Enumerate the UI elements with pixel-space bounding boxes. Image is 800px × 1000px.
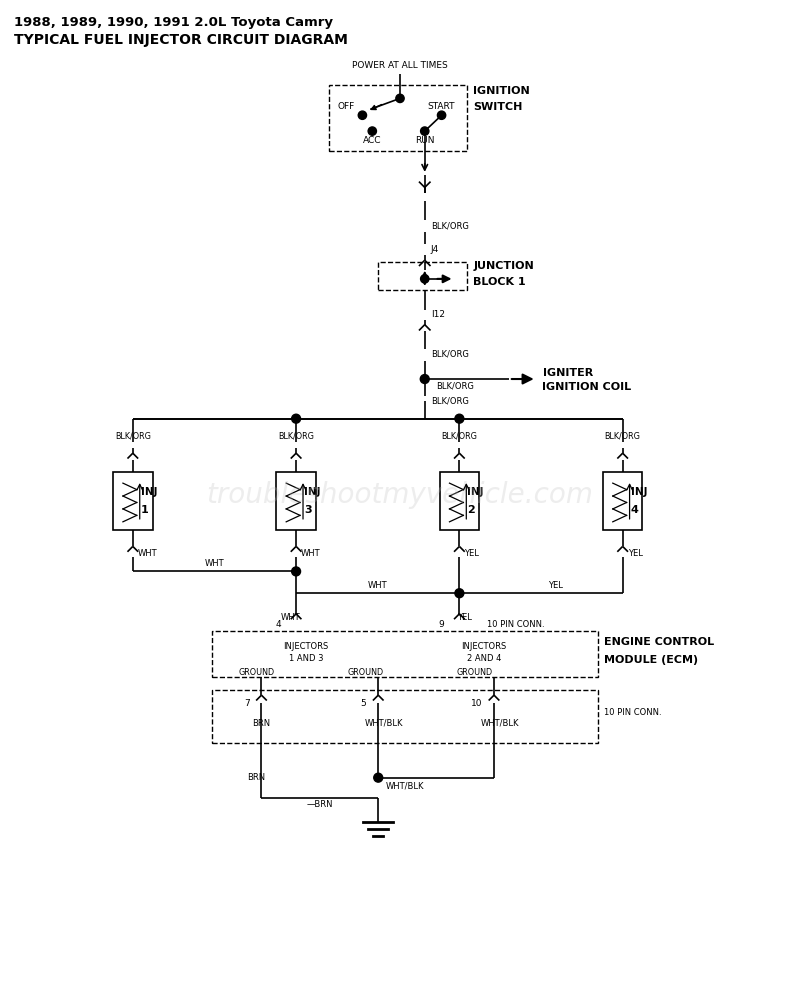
Text: BLK/ORG: BLK/ORG — [430, 396, 469, 405]
Text: 3: 3 — [304, 505, 312, 515]
Text: INJ: INJ — [141, 487, 158, 497]
Text: MODULE (ECM): MODULE (ECM) — [604, 655, 698, 665]
Text: INJECTORS: INJECTORS — [462, 642, 506, 651]
Text: IGNITION COIL: IGNITION COIL — [542, 382, 632, 392]
Bar — [113, 472, 153, 530]
Text: INJ: INJ — [467, 487, 484, 497]
Text: 1: 1 — [141, 505, 149, 515]
Circle shape — [358, 111, 366, 119]
Text: troubleshootmyvehicle.com: troubleshootmyvehicle.com — [206, 481, 594, 509]
Text: 1 AND 3: 1 AND 3 — [289, 654, 323, 663]
Bar — [276, 472, 316, 530]
Bar — [439, 472, 479, 530]
Text: TYPICAL FUEL INJECTOR CIRCUIT DIAGRAM: TYPICAL FUEL INJECTOR CIRCUIT DIAGRAM — [14, 33, 348, 47]
Text: GROUND: GROUND — [238, 668, 274, 677]
Bar — [212, 690, 598, 743]
Text: OFF: OFF — [338, 102, 355, 111]
Circle shape — [421, 127, 429, 135]
Text: BLK/ORG: BLK/ORG — [442, 431, 478, 440]
Text: 7: 7 — [244, 699, 250, 708]
Circle shape — [292, 567, 301, 576]
Text: 2 AND 4: 2 AND 4 — [467, 654, 502, 663]
Text: BLK/ORG: BLK/ORG — [437, 381, 474, 390]
Text: BLK/ORG: BLK/ORG — [605, 431, 641, 440]
Text: WHT/BLK: WHT/BLK — [481, 719, 519, 728]
Text: JUNCTION: JUNCTION — [474, 261, 534, 271]
Circle shape — [374, 773, 382, 782]
Circle shape — [438, 111, 446, 119]
Text: POWER AT ALL TIMES: POWER AT ALL TIMES — [352, 61, 448, 70]
Text: BLK/ORG: BLK/ORG — [430, 350, 469, 359]
Text: 5: 5 — [361, 699, 366, 708]
Text: 4: 4 — [630, 505, 638, 515]
Text: ACC: ACC — [363, 136, 382, 145]
Text: RUN: RUN — [415, 136, 434, 145]
Text: BRN: BRN — [252, 719, 270, 728]
Circle shape — [368, 127, 377, 135]
Circle shape — [420, 375, 429, 383]
Bar — [603, 472, 642, 530]
Text: YEL: YEL — [457, 613, 472, 622]
Text: J4: J4 — [430, 245, 439, 254]
Text: WHT: WHT — [138, 549, 158, 558]
Text: WHT: WHT — [280, 613, 300, 622]
Text: BLOCK 1: BLOCK 1 — [474, 277, 526, 287]
Text: INJ: INJ — [630, 487, 647, 497]
Text: BLK/ORG: BLK/ORG — [278, 431, 314, 440]
Text: 9: 9 — [438, 620, 445, 629]
Text: ENGINE CONTROL: ENGINE CONTROL — [604, 637, 714, 647]
Text: BLK/ORG: BLK/ORG — [115, 431, 150, 440]
Text: I12: I12 — [430, 310, 445, 319]
Text: IGNITER: IGNITER — [542, 368, 593, 378]
Bar — [212, 631, 598, 677]
Text: 2: 2 — [467, 505, 475, 515]
Text: YEL: YEL — [628, 549, 642, 558]
Text: IGNITION: IGNITION — [474, 86, 530, 96]
Text: GROUND: GROUND — [347, 668, 383, 677]
Text: WHT: WHT — [301, 549, 321, 558]
Text: WHT: WHT — [205, 559, 224, 568]
Text: START: START — [428, 102, 455, 111]
Circle shape — [396, 94, 404, 103]
Text: 10 PIN CONN.: 10 PIN CONN. — [487, 620, 545, 629]
Text: YEL: YEL — [464, 549, 479, 558]
Text: —BRN: —BRN — [306, 800, 333, 809]
Text: YEL: YEL — [549, 581, 563, 590]
Text: WHT/BLK: WHT/BLK — [365, 719, 403, 728]
Text: 10 PIN CONN.: 10 PIN CONN. — [604, 708, 662, 717]
Text: WHT: WHT — [368, 581, 387, 590]
Text: INJ: INJ — [304, 487, 321, 497]
Text: 4: 4 — [276, 620, 282, 629]
Text: SWITCH: SWITCH — [474, 102, 522, 112]
Text: BRN: BRN — [247, 773, 266, 782]
Circle shape — [421, 275, 429, 283]
Circle shape — [292, 414, 301, 423]
Circle shape — [455, 414, 464, 423]
Text: WHT/BLK: WHT/BLK — [386, 781, 425, 790]
Text: BLK/ORG: BLK/ORG — [430, 222, 469, 231]
Text: 1988, 1989, 1990, 1991 2.0L Toyota Camry: 1988, 1989, 1990, 1991 2.0L Toyota Camry — [14, 16, 333, 29]
Bar — [329, 85, 467, 151]
Text: INJECTORS: INJECTORS — [283, 642, 329, 651]
Text: 10: 10 — [470, 699, 482, 708]
Bar — [378, 262, 467, 290]
Text: GROUND: GROUND — [456, 668, 492, 677]
Circle shape — [455, 589, 464, 598]
